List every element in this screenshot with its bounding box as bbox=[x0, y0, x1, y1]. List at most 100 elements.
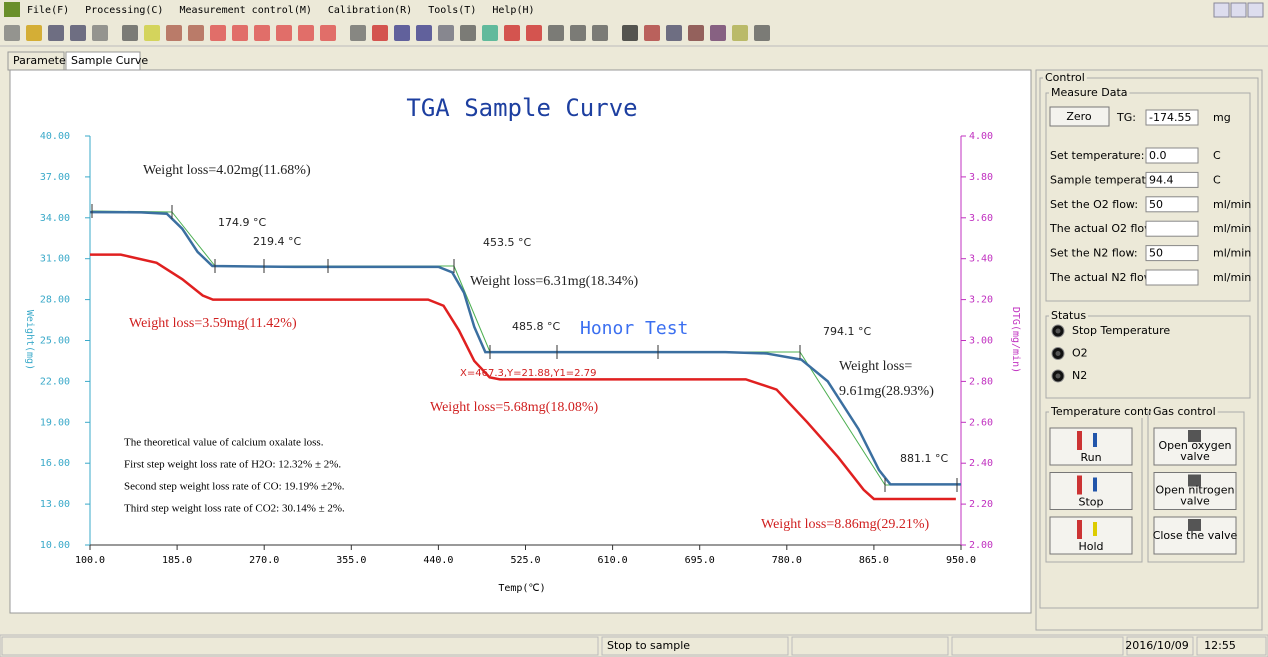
watermark: Honor Test bbox=[580, 318, 688, 339]
toolbar-button[interactable] bbox=[298, 25, 314, 41]
toolbar-button[interactable] bbox=[666, 25, 682, 41]
statusbar-cell bbox=[951, 636, 1124, 656]
temp-button-label[interactable]: Run bbox=[1080, 451, 1101, 464]
toolbar-button[interactable] bbox=[70, 25, 86, 41]
app-icon bbox=[4, 2, 20, 17]
tangent-line bbox=[453, 265, 491, 353]
toolbar-button[interactable] bbox=[188, 25, 204, 41]
toolbar-button[interactable] bbox=[210, 25, 226, 41]
toolbar-button[interactable] bbox=[48, 25, 64, 41]
menu-item[interactable]: Calibration(R) bbox=[328, 5, 412, 16]
statusbar-cell bbox=[1126, 636, 1194, 656]
toolbar-button[interactable] bbox=[526, 25, 542, 41]
toolbar-button[interactable] bbox=[732, 25, 748, 41]
toolbar-button[interactable] bbox=[92, 25, 108, 41]
button-icon-accent bbox=[1093, 477, 1097, 492]
y-tick-label: 19.00 bbox=[40, 417, 70, 428]
y-tick-label: 16.00 bbox=[40, 458, 70, 469]
toolbar-button[interactable] bbox=[592, 25, 608, 41]
toolbar-button[interactable] bbox=[232, 25, 248, 41]
temp-button-label[interactable]: Stop bbox=[1078, 496, 1103, 509]
status-indicator-dot bbox=[1055, 373, 1061, 379]
toolbar-button[interactable] bbox=[166, 25, 182, 41]
field-unit: ml/min bbox=[1213, 247, 1251, 260]
zero-button[interactable] bbox=[1049, 106, 1110, 127]
x-tick-label: 100.0 bbox=[75, 555, 105, 566]
toolbar-button[interactable] bbox=[688, 25, 704, 41]
tab[interactable] bbox=[65, 51, 141, 71]
toolbar-button[interactable] bbox=[460, 25, 476, 41]
menu-item[interactable]: Tools(T) bbox=[428, 5, 476, 16]
toolbar-button[interactable] bbox=[644, 25, 660, 41]
annotation: Weight loss=3.59mg(11.42%) bbox=[129, 316, 297, 331]
toolbar-button[interactable] bbox=[394, 25, 410, 41]
temp-button-label[interactable]: Hold bbox=[1078, 540, 1103, 553]
zero-label[interactable]: Zero bbox=[1066, 110, 1092, 123]
toolbar-button[interactable] bbox=[372, 25, 388, 41]
toolbar-button[interactable] bbox=[570, 25, 586, 41]
toolbar-button[interactable] bbox=[754, 25, 770, 41]
tg-unit: mg bbox=[1213, 111, 1231, 124]
tg-field bbox=[1145, 109, 1199, 126]
group-title: Gas control bbox=[1153, 405, 1216, 418]
toolbar-button[interactable] bbox=[350, 25, 366, 41]
y2-tick-label: 2.40 bbox=[969, 458, 993, 469]
y2-tick-label: 2.80 bbox=[969, 376, 993, 387]
tab[interactable] bbox=[7, 51, 65, 71]
group-title-bg bbox=[1049, 310, 1089, 322]
toolbar-button[interactable] bbox=[416, 25, 432, 41]
note: The theoretical value of calcium oxalate… bbox=[124, 437, 324, 449]
field-value: 94.4 bbox=[1149, 173, 1174, 186]
field-input[interactable] bbox=[1145, 196, 1199, 213]
annotation: Weight loss= bbox=[839, 359, 912, 374]
toolbar-button[interactable] bbox=[26, 25, 42, 41]
statusbar-cell bbox=[1, 636, 599, 656]
menu-item[interactable]: Measurement control(M) bbox=[179, 5, 311, 16]
toolbar-button[interactable] bbox=[254, 25, 270, 41]
x-tick-label: 610.0 bbox=[598, 555, 628, 566]
field-input[interactable] bbox=[1145, 147, 1199, 164]
toolbar-button[interactable] bbox=[622, 25, 638, 41]
y2-tick-label: 3.20 bbox=[969, 295, 993, 306]
group-title-bg bbox=[1043, 72, 1087, 84]
temp-button[interactable] bbox=[1049, 516, 1133, 555]
menu-item[interactable]: Help(H) bbox=[492, 5, 534, 16]
status-label: Stop Temperature bbox=[1072, 324, 1170, 337]
y2-tick-label: 3.40 bbox=[969, 254, 993, 265]
toolbar-button[interactable] bbox=[320, 25, 336, 41]
annotation: Weight loss=5.68mg(18.08%) bbox=[430, 400, 598, 415]
toolbar-button[interactable] bbox=[144, 25, 160, 41]
group-title-bg bbox=[1049, 87, 1130, 99]
field-input[interactable] bbox=[1145, 220, 1199, 237]
y-tick-label: 25.00 bbox=[40, 336, 70, 347]
toolbar-button[interactable] bbox=[4, 25, 20, 41]
gas-button-label[interactable]: Open nitrogen valve bbox=[1156, 484, 1235, 508]
tab-label[interactable]: Sample Curve bbox=[71, 54, 148, 67]
gas-button[interactable] bbox=[1153, 472, 1237, 510]
tab-label[interactable]: Parameter bbox=[13, 54, 71, 67]
button-icon-accent bbox=[1093, 522, 1097, 536]
toolbar-button[interactable] bbox=[438, 25, 454, 41]
y2-tick-label: 3.60 bbox=[969, 213, 993, 224]
menu-item[interactable]: File(F) bbox=[27, 5, 69, 16]
field-input[interactable] bbox=[1145, 269, 1199, 286]
toolbar-button[interactable] bbox=[482, 25, 498, 41]
temp-button[interactable] bbox=[1049, 472, 1133, 510]
toolbar-button[interactable] bbox=[122, 25, 138, 41]
group-title: Measure Data bbox=[1051, 86, 1128, 99]
statusbar-cell bbox=[791, 636, 949, 656]
toolbar-button[interactable] bbox=[710, 25, 726, 41]
menu-item[interactable]: Processing(C) bbox=[85, 5, 163, 16]
field-input[interactable] bbox=[1145, 245, 1199, 262]
temp-button[interactable] bbox=[1049, 427, 1133, 466]
x-tick-label: 950.0 bbox=[946, 555, 976, 566]
y-tick-label: 40.00 bbox=[40, 131, 70, 142]
toolbar-button[interactable] bbox=[548, 25, 564, 41]
gas-button-label[interactable]: Open oxygen valve bbox=[1158, 439, 1231, 463]
toolbar-button[interactable] bbox=[276, 25, 292, 41]
field-input[interactable] bbox=[1145, 171, 1199, 188]
gas-button-label[interactable]: Close the valve bbox=[1153, 529, 1238, 542]
y2-axis-label: DTG(mg/min) bbox=[1010, 307, 1021, 373]
toolbar-button[interactable] bbox=[504, 25, 520, 41]
tg-label: TG: bbox=[1116, 111, 1136, 124]
